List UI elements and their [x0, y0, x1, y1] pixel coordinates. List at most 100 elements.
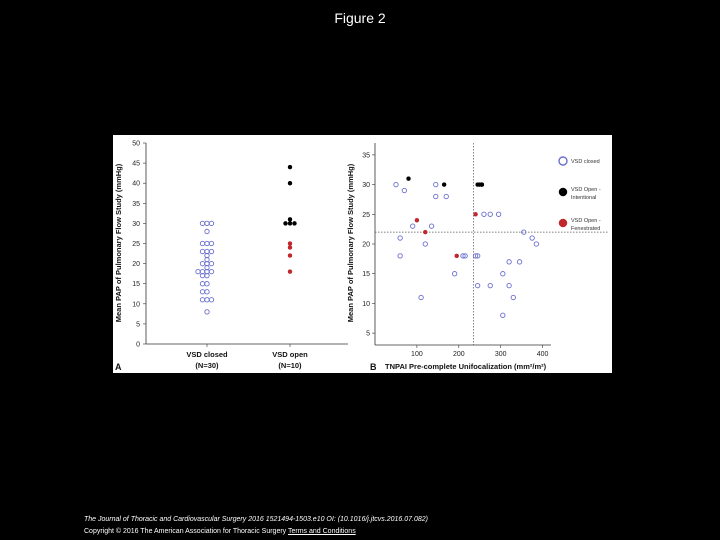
data-point [204, 228, 210, 235]
data-point [423, 229, 428, 235]
category-sublabel: (N=10) [278, 361, 302, 370]
data-point [292, 221, 297, 226]
y-tick-label: 20 [132, 261, 140, 268]
data-point [433, 193, 439, 200]
copyright-line: Copyright © 2016 The American Associatio… [84, 526, 428, 538]
data-point [199, 240, 206, 247]
data-point [204, 220, 210, 227]
y-tick-label: 20 [362, 242, 370, 249]
y-tick-label: 35 [362, 152, 370, 159]
figure-panel: 0 5 10 15 20 25 30 35 40 45 50 VSD closed (N=30) VSD… [113, 135, 612, 373]
y-tick-label: 50 [132, 141, 140, 148]
data-point [195, 268, 201, 275]
data-point [199, 297, 206, 303]
data-point [401, 187, 407, 194]
panel-a-categories: VSD closed (N=30) VSD open (N=10) [186, 344, 308, 370]
panel-b-letter: B [370, 362, 377, 372]
data-point [287, 245, 293, 250]
data-point [199, 248, 206, 255]
slide-title: Figure 2 [334, 10, 386, 26]
panel-a-points [195, 164, 297, 315]
data-point [506, 259, 512, 265]
y-tick-label: 10 [132, 301, 140, 308]
copyright: Copyright © 2016 The American Associatio… [84, 528, 287, 535]
x-tick-label: 400 [537, 351, 549, 358]
data-point [473, 212, 478, 217]
y-tick-label: 15 [362, 271, 370, 278]
data-point [451, 271, 458, 277]
panel-b: 5 10 15 20 25 30 35 100 200 300 400 Mean PAP of P… [346, 143, 608, 372]
data-point [487, 282, 493, 289]
y-tick-label: 25 [362, 212, 370, 219]
data-point [199, 289, 206, 295]
data-point [204, 289, 210, 295]
category-label: VSD closed [186, 350, 228, 359]
data-point [428, 223, 435, 229]
legend-label: VSD closed [571, 159, 600, 165]
data-point [397, 253, 403, 259]
data-point [472, 253, 479, 259]
category-sublabel: (N=30) [195, 361, 219, 370]
data-point [479, 182, 485, 187]
legend-label: VSD Open - [571, 187, 601, 193]
data-point [204, 281, 210, 287]
legend-marker [558, 187, 568, 197]
panel-b-y-axis-label: Mean PAP of Pulmonary Flow Study (mmHg) [346, 163, 355, 322]
data-point [208, 260, 215, 267]
y-tick-label: 10 [362, 301, 370, 308]
data-point [208, 297, 215, 303]
panel-b-legend: VSD closed VSD Open - Intentional VSD Open … [558, 156, 601, 232]
data-point [287, 180, 293, 186]
data-point [481, 211, 487, 217]
data-point [433, 181, 439, 188]
y-tick-label: 5 [136, 321, 140, 328]
data-point [475, 282, 481, 289]
data-point [418, 294, 424, 301]
citation: The Journal of Thoracic and Cardiovascul… [84, 516, 428, 523]
footer: The Journal of Thoracic and Cardiovascul… [84, 514, 428, 538]
data-point [208, 240, 215, 247]
data-point [506, 282, 512, 289]
data-point [199, 273, 206, 279]
data-point [500, 312, 506, 318]
y-tick-label: 45 [132, 161, 140, 168]
x-tick-label: 200 [453, 351, 465, 358]
legend-label: Fenestrated [571, 226, 600, 232]
panel-a-letter: A [115, 362, 122, 372]
data-point [454, 253, 459, 259]
y-tick-label: 40 [132, 181, 140, 188]
data-point [208, 220, 215, 227]
panel-a-y-axis-label: Mean PAP of Pulmonary Flow Study (mmHg) [114, 163, 123, 322]
data-point [287, 269, 293, 274]
data-point [414, 217, 420, 223]
data-point [487, 211, 493, 217]
data-point [199, 220, 206, 227]
data-point [475, 253, 481, 259]
data-point [410, 223, 416, 229]
data-point [521, 229, 527, 235]
data-point [422, 241, 428, 247]
data-point [406, 176, 411, 181]
terms-link[interactable]: Terms and Conditions [288, 528, 356, 535]
y-tick-label: 35 [132, 201, 140, 208]
x-tick-label: 100 [411, 351, 423, 358]
data-point [287, 221, 293, 226]
data-point [500, 271, 506, 277]
y-tick-label: 5 [366, 331, 370, 338]
data-point [462, 253, 468, 259]
data-point [199, 260, 206, 267]
panel-b-y-ticks: 5 10 15 20 25 30 35 [362, 152, 375, 338]
panel-a-y-ticks: 0 5 10 15 20 25 30 35 40 45 50 [132, 141, 146, 349]
data-point [510, 294, 516, 301]
legend-label: Intentional [571, 195, 596, 201]
y-tick-label: 25 [132, 241, 140, 248]
panel-b-reference-lines [375, 143, 608, 345]
legend-marker [558, 218, 568, 228]
data-point [208, 268, 215, 275]
data-point [441, 182, 447, 187]
legend-marker [558, 156, 568, 166]
data-point [533, 241, 539, 247]
y-tick-label: 30 [132, 221, 140, 228]
